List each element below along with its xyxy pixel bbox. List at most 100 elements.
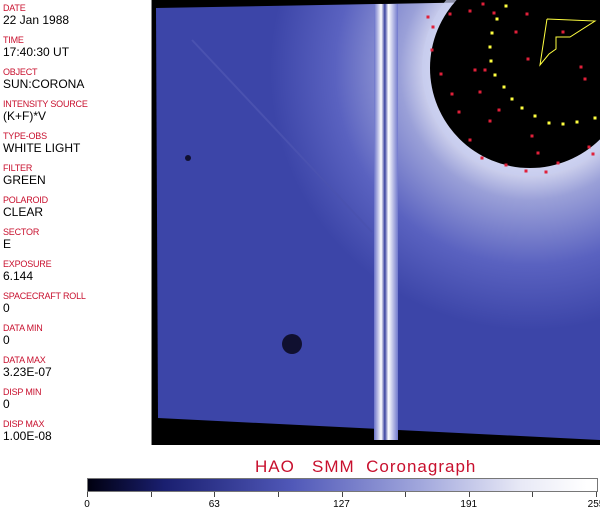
instrument-title: HAO SMM Coronagraph (255, 457, 477, 476)
marker (468, 9, 472, 13)
field-label: DATE (3, 3, 26, 13)
colorbar-tick (87, 492, 88, 497)
occulter-ring (422, 0, 600, 176)
marker (504, 163, 508, 167)
marker (502, 85, 506, 89)
colorbar-tick-label: 127 (333, 499, 350, 510)
sector-outline (539, 18, 597, 67)
header-field: DISP MAX 1.00E-08 (3, 419, 52, 443)
field-label: INTENSITY SOURCE (3, 99, 88, 109)
colorbar-tick (532, 492, 534, 497)
colorbar-tick (468, 492, 470, 497)
header-field: DISP MIN 0 (3, 387, 41, 411)
marker (526, 57, 530, 61)
marker (591, 152, 595, 156)
header-field: DATA MAX 3.23E-07 (3, 355, 52, 379)
colorbar-tick-label: 191 (460, 499, 478, 510)
field-label: DATA MIN (3, 323, 43, 333)
header-field: SECTOR E (3, 227, 39, 251)
marker (533, 114, 537, 118)
field-value: 0 (3, 301, 10, 315)
header-panel: DATE 22 Jan 1988 TIME 17:40:30 UT OBJECT SUN:… (0, 0, 152, 445)
colorbar-tick (214, 492, 216, 497)
marker (439, 72, 443, 76)
marker (504, 4, 508, 8)
marker (556, 161, 560, 165)
field-label: DATA MAX (3, 355, 46, 365)
field-label: FILTER (3, 163, 33, 173)
field-label: OBJECT (3, 67, 38, 77)
marker (514, 30, 518, 34)
marker (536, 151, 540, 155)
field-label: POLAROID (3, 195, 48, 205)
marker (478, 90, 482, 94)
colorbar-tick (405, 492, 407, 497)
footer: HAO SMM Coronagraph 0 63 127 191 255 (0, 445, 600, 512)
field-value: 17:40:30 UT (3, 45, 70, 59)
marker (575, 120, 579, 124)
marker (488, 45, 492, 49)
marker (524, 169, 528, 173)
field-value: CLEAR (3, 205, 44, 219)
marker (450, 92, 454, 96)
field-value: 0 (3, 333, 10, 347)
header-field: TIME 17:40:30 UT (3, 35, 69, 59)
marker (426, 15, 430, 19)
marker (520, 106, 524, 110)
marker (547, 121, 551, 125)
field-label: DISP MIN (3, 387, 42, 397)
colorbar (87, 478, 598, 492)
marker (525, 12, 529, 16)
field-value: WHITE LIGHT (3, 141, 81, 155)
header-field: DATA MIN 0 (3, 323, 43, 347)
marker (530, 134, 534, 138)
marker (490, 31, 494, 35)
header-field: SPACECRAFT ROLL 0 (3, 291, 86, 315)
marker (431, 25, 435, 29)
header-field: TYPE-OBS WHITE LIGHT (3, 131, 80, 155)
fiducial-markers (426, 2, 597, 174)
header-field: INTENSITY SOURCE (K+F)*V (3, 99, 88, 123)
field-label: DISP MAX (3, 419, 45, 429)
field-value: GREEN (3, 173, 46, 187)
header-field: EXPOSURE 6.144 (3, 259, 52, 283)
header-field: DATE 22 Jan 1988 (3, 3, 69, 27)
field-label: EXPOSURE (3, 259, 52, 269)
header-field: OBJECT SUN:CORONA (3, 67, 84, 91)
header-field: POLAROID CLEAR (3, 195, 48, 219)
field-value: 0 (3, 397, 10, 411)
marker (497, 108, 501, 112)
field-value: 1.00E-08 (3, 429, 52, 443)
colorbar-tick (277, 492, 279, 497)
marker (488, 119, 492, 123)
marker (561, 122, 565, 126)
marker (561, 30, 565, 34)
pylon-band (374, 4, 398, 440)
colorbar-tick-label: 0 (84, 499, 90, 510)
marker (493, 73, 497, 77)
marker (510, 97, 514, 101)
marker (448, 12, 452, 16)
marker (583, 77, 587, 81)
field-value: 6.144 (3, 269, 34, 283)
marker (473, 68, 477, 72)
marker (430, 48, 434, 52)
marker (544, 170, 548, 174)
field-label: SPACECRAFT ROLL (3, 291, 86, 301)
field-value: E (3, 237, 12, 251)
field-label: TYPE-OBS (3, 131, 47, 141)
colorbar-tick (341, 492, 343, 497)
colorbar-tick-label: 63 (208, 499, 220, 510)
field-label: TIME (3, 35, 24, 45)
marker (480, 156, 484, 160)
marker (492, 11, 496, 15)
marker (481, 2, 485, 6)
occulter-disk (430, 0, 600, 168)
marker (593, 116, 597, 120)
field-value: 3.23E-07 (3, 365, 52, 379)
field-value: 22 Jan 1988 (3, 13, 70, 27)
marker (579, 65, 583, 69)
field-value: (K+F)*V (3, 109, 47, 123)
marker (489, 59, 493, 63)
marker (468, 138, 472, 142)
